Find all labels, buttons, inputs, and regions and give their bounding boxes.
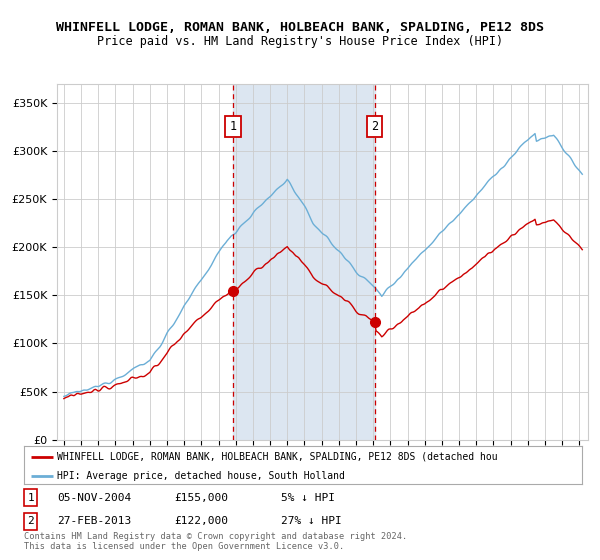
Text: This data is licensed under the Open Government Licence v3.0.: This data is licensed under the Open Gov… [24, 542, 344, 551]
Text: £122,000: £122,000 [175, 516, 229, 526]
Text: WHINFELL LODGE, ROMAN BANK, HOLBEACH BANK, SPALDING, PE12 8DS (detached hou: WHINFELL LODGE, ROMAN BANK, HOLBEACH BAN… [58, 452, 498, 462]
Bar [233, 84, 374, 440]
Text: 1: 1 [28, 493, 34, 503]
Text: £155,000: £155,000 [175, 493, 229, 503]
Text: 5% ↓ HPI: 5% ↓ HPI [281, 493, 335, 503]
Text: 27% ↓ HPI: 27% ↓ HPI [281, 516, 341, 526]
Text: Price paid vs. HM Land Registry's House Price Index (HPI): Price paid vs. HM Land Registry's House … [97, 35, 503, 48]
Text: 2: 2 [371, 120, 378, 133]
Text: 2: 2 [28, 516, 34, 526]
Text: 1: 1 [229, 120, 236, 133]
Text: HPI: Average price, detached house, South Holland: HPI: Average price, detached house, Sout… [58, 471, 346, 481]
Text: Contains HM Land Registry data © Crown copyright and database right 2024.: Contains HM Land Registry data © Crown c… [24, 532, 407, 541]
Text: 27-FEB-2013: 27-FEB-2013 [58, 516, 132, 526]
Text: 05-NOV-2004: 05-NOV-2004 [58, 493, 132, 503]
Text: WHINFELL LODGE, ROMAN BANK, HOLBEACH BANK, SPALDING, PE12 8DS: WHINFELL LODGE, ROMAN BANK, HOLBEACH BAN… [56, 21, 544, 34]
